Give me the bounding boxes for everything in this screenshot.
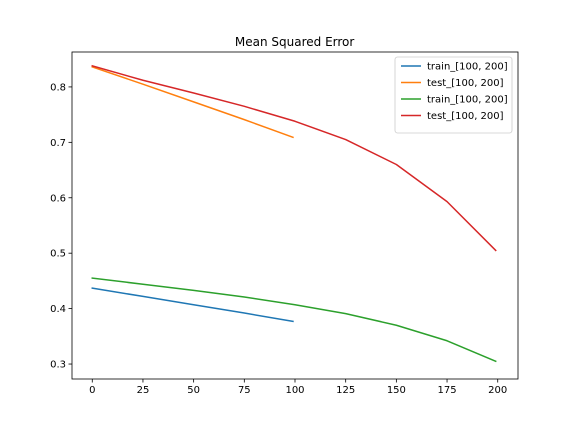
legend: train_[100, 200] test_[100, 200] train_[10… <box>394 56 513 134</box>
y-tick-label: 0.8 <box>50 82 66 93</box>
x-tick-label: 100 <box>285 385 304 396</box>
y-tick-label: 0.4 <box>50 304 66 315</box>
series-line-3 <box>91 277 497 363</box>
y-tick-label: 0.3 <box>50 360 66 371</box>
x-tick-label: 125 <box>336 385 355 396</box>
x-tick-label: 0 <box>89 385 95 396</box>
y-tick-label: 0.6 <box>50 193 66 204</box>
x-tick-label: 25 <box>137 385 150 396</box>
series-line-1 <box>91 287 294 323</box>
legend-label-1: train_[100, 200] <box>427 62 508 73</box>
legend-label-3: train_[100, 200] <box>427 95 508 106</box>
legend-label-4: test_[100, 200] <box>427 111 504 122</box>
legend-box <box>394 56 513 134</box>
legend-label-2: test_[100, 200] <box>427 78 504 89</box>
x-tick-label: 75 <box>238 385 251 396</box>
x-tick-label: 175 <box>437 385 456 396</box>
x-tick-label: 50 <box>187 385 200 396</box>
plot-area <box>91 64 497 363</box>
x-tick-label: 200 <box>488 385 507 396</box>
y-tick-label: 0.5 <box>50 249 66 260</box>
chart-title: Mean Squared Error <box>235 35 355 49</box>
series-line-4 <box>91 64 497 252</box>
y-tick-label: 0.7 <box>50 138 66 149</box>
axes: 0 25 50 75 100 125 150 175 200 0.3 0.4 0.5 0.6 0.7 0.8 <box>50 51 519 396</box>
series-line-2 <box>91 66 294 139</box>
x-tick-label: 150 <box>387 385 406 396</box>
